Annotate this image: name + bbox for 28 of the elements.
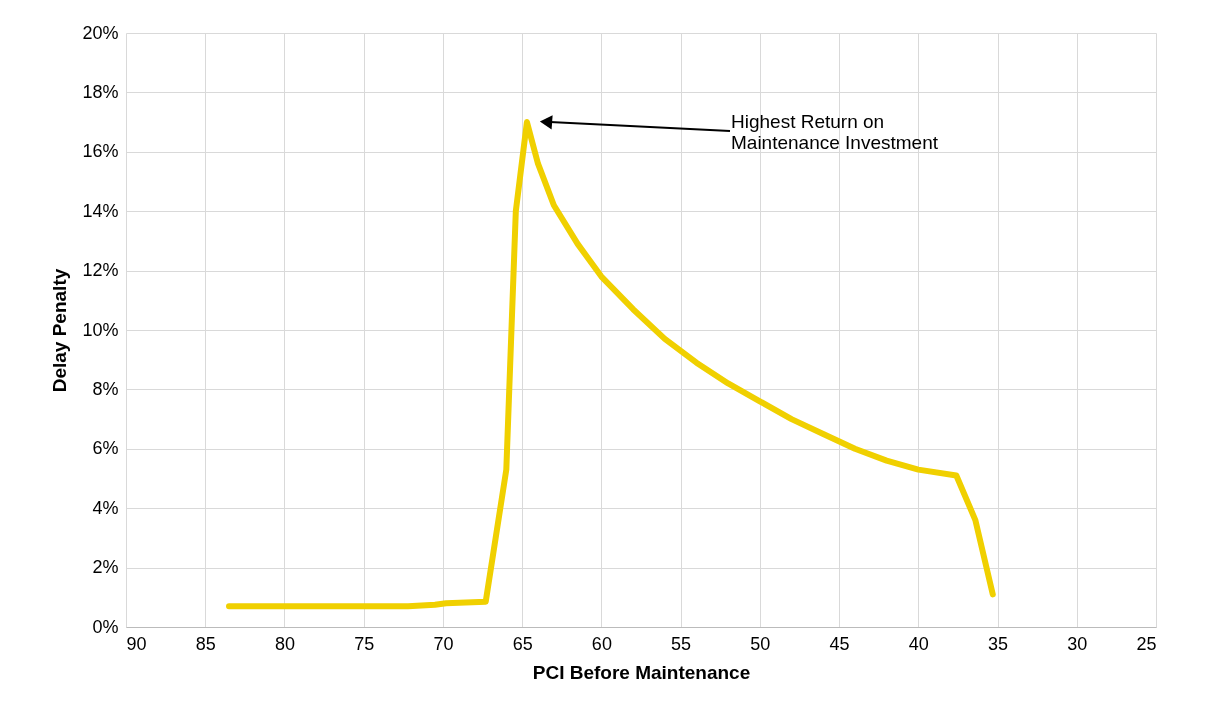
y-tick-label: 8%	[92, 378, 119, 399]
y-tick-label: 20%	[82, 22, 119, 43]
y-tick-label: 2%	[92, 557, 119, 578]
y-tick-label: 12%	[82, 260, 119, 281]
x-tick-label: 85	[195, 633, 216, 654]
x-tick-label: 35	[988, 633, 1009, 654]
y-tick-label: 16%	[82, 141, 119, 162]
annotation: Highest Return on Maintenance Investment	[731, 111, 939, 153]
x-tick-label: 50	[750, 633, 771, 654]
x-tick-label: 80	[274, 633, 295, 654]
x-tick-label: 70	[433, 633, 454, 654]
y-axis-title: Delay Penalty	[49, 268, 71, 393]
y-tick-label: 0%	[92, 616, 119, 637]
y-tick-label: 6%	[92, 438, 119, 459]
x-tick-label: 45	[829, 633, 850, 654]
x-tick-label: 65	[512, 633, 533, 654]
y-tick-label: 18%	[82, 81, 119, 102]
x-tick-label: 25	[1136, 633, 1157, 654]
x-tick-label: 75	[354, 633, 375, 654]
x-axis-title: PCI Before Maintenance	[532, 661, 751, 683]
x-tick-label: 55	[671, 633, 692, 654]
x-tick-label: 90	[126, 633, 147, 654]
x-tick-label: 30	[1067, 633, 1088, 654]
x-tick-label: 60	[591, 633, 612, 654]
x-tick-label: 40	[908, 633, 929, 654]
y-tick-label: 4%	[92, 497, 119, 518]
y-tick-label: 10%	[82, 319, 119, 340]
y-tick-label: 14%	[82, 200, 119, 221]
